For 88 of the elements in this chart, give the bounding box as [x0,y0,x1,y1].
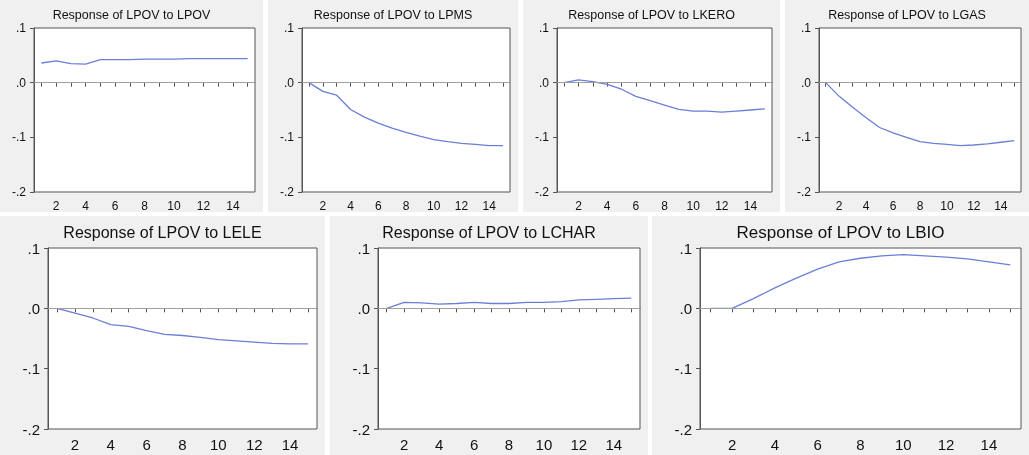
y-tick-label: .0 [27,299,40,317]
x-tick-label: 10 [427,199,441,213]
y-tick-label: -.2 [796,185,812,199]
x-tick-label: 2 [575,199,583,213]
y-tick-label: -.2 [534,185,550,199]
x-tick-label: 6 [111,199,119,213]
chart-title: Response of LPOV to LKERO [568,7,736,22]
x-tick-label: 8 [402,199,410,213]
y-tick-label: .1 [538,21,550,35]
y-tick-label: .0 [357,299,370,317]
x-tick-label: 12 [937,436,955,453]
y-tick-label: -.1 [534,130,550,145]
y-tick-label: -.2 [279,185,295,199]
chart-title: Response of LPOV to LGAS [828,7,986,22]
x-tick-label: 10 [940,199,954,213]
x-tick-label: 10 [535,436,553,453]
y-tick-label: -.1 [11,130,27,145]
x-tick-label: 8 [178,436,187,453]
y-tick-label: .0 [538,75,550,90]
x-tick-label: 10 [894,436,912,453]
x-tick-label: 2 [70,436,80,453]
x-tick-label: 4 [82,199,90,213]
x-tick-label: 4 [106,436,115,453]
y-tick-label: -.1 [796,130,812,145]
x-tick-label: 2 [835,199,843,213]
x-tick-label: 12 [245,436,263,453]
x-tick-label: 10 [686,199,701,213]
x-tick-label: 8 [504,436,514,453]
line-series [825,82,1015,147]
x-tick-label: 2 [400,436,409,453]
line-series [56,307,309,345]
x-tick-label: 8 [856,436,865,453]
chart-title: Response of LPOV to LBIO [736,223,945,242]
x-tick-label: 14 [226,199,240,213]
y-tick-label: .1 [27,239,40,257]
y-tick-label: -.2 [11,185,27,199]
x-tick-label: 12 [570,436,588,453]
x-tick-label: 10 [210,436,227,453]
x-tick-label: 8 [916,199,924,213]
y-tick-label: .1 [15,21,27,35]
x-tick-label: 2 [319,199,327,213]
x-tick-label: 8 [661,199,669,213]
x-tick-label: 14 [980,436,998,453]
x-tick-label: 6 [374,199,382,213]
y-tick-label: .0 [800,75,812,90]
x-tick-label: 4 [862,199,870,213]
line-series [386,297,632,309]
y-tick-label: -.2 [22,420,40,438]
y-tick-label: .0 [283,75,295,90]
x-tick-label: 4 [347,199,355,213]
y-tick-label: .1 [283,21,295,35]
y-tick-label: .1 [679,239,692,257]
x-tick-label: 14 [743,199,758,213]
y-tick-label: .1 [800,21,812,35]
chart-title: Response of LPOV to LELE [63,223,262,241]
x-tick-label: 14 [281,436,299,453]
x-tick-label: 12 [196,199,211,213]
x-tick-label: 12 [454,199,469,213]
x-tick-label: 4 [770,436,780,453]
y-tick-label: .1 [357,239,370,257]
x-tick-label: 6 [142,436,151,453]
x-tick-label: 12 [715,199,729,213]
y-tick-label: .0 [679,299,692,317]
x-tick-label: 6 [469,436,479,453]
x-tick-label: 6 [632,199,640,213]
y-tick-label: -.2 [352,420,370,438]
y-tick-label: -.1 [22,360,40,378]
x-tick-label: 2 [727,436,737,453]
x-tick-label: 14 [605,436,623,453]
x-tick-label: 8 [141,199,149,213]
x-tick-label: 14 [482,199,497,213]
chart-title: Response of LPOV to LCHAR [382,223,596,241]
y-tick-label: -.2 [674,420,692,438]
y-tick-label: -.1 [279,130,295,145]
x-tick-label: 10 [167,199,181,213]
x-tick-label: 14 [994,199,1008,213]
x-tick-label: 6 [813,436,822,453]
y-tick-label: -.1 [674,360,692,378]
line-series [308,82,504,147]
y-tick-label: -.1 [352,360,370,378]
x-tick-label: 6 [889,199,897,213]
x-tick-label: 4 [603,199,611,213]
x-tick-label: 4 [434,436,444,453]
x-tick-label: 2 [52,199,60,213]
x-tick-label: 12 [967,199,981,213]
chart-title: Response of LPOV to LPOV [52,7,212,22]
y-tick-label: .0 [15,75,27,90]
chart-title: Response of LPOV to LPMS [313,7,473,22]
